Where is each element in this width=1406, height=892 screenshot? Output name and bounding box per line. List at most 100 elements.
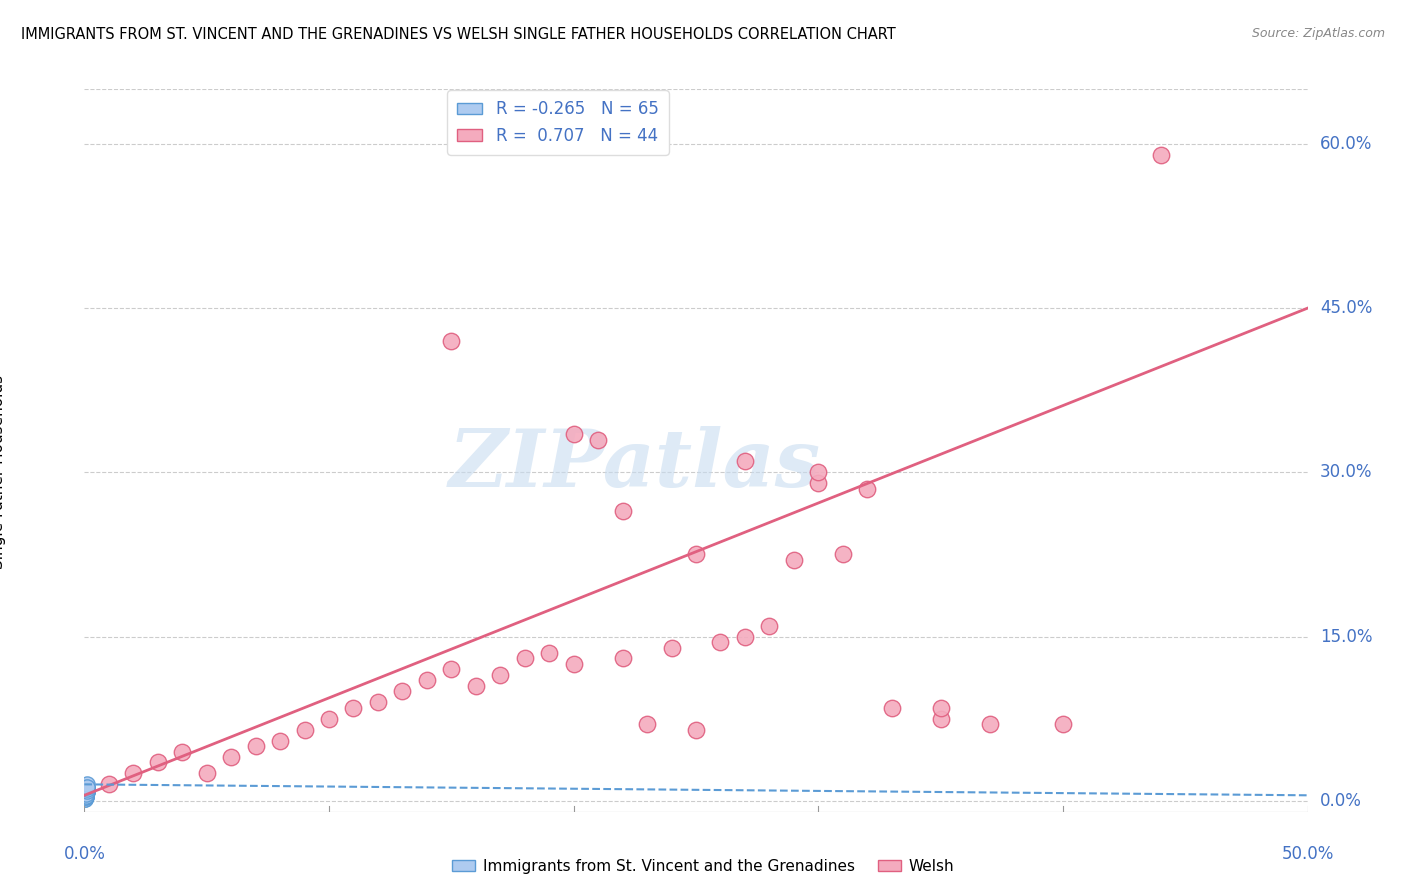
Point [464,679,486,693]
Point [929,712,952,726]
Point [75,781,97,796]
Point [73,790,96,805]
Text: 0.0%: 0.0% [63,845,105,863]
Point [75,784,97,798]
Point [586,433,609,447]
Point [562,657,585,671]
Point [75,790,97,805]
Point [489,668,512,682]
Point [75,786,97,800]
Point [73,789,96,804]
Point [1150,148,1173,162]
Point [75,780,97,795]
Point [75,789,97,803]
Point [75,784,97,798]
Point [73,790,96,805]
Point [75,789,97,803]
Point [76,781,98,796]
Point [75,789,97,804]
Point [73,791,96,805]
Point [367,695,389,709]
Point [75,785,97,799]
Point [73,791,96,805]
Point [709,635,731,649]
Point [75,789,97,803]
Point [75,789,97,803]
Text: 15.0%: 15.0% [1320,628,1372,646]
Point [562,427,585,442]
Point [75,785,97,799]
Point [75,789,97,804]
Text: 60.0%: 60.0% [1320,135,1372,153]
Text: 50.0%: 50.0% [1281,845,1334,863]
Point [73,790,96,805]
Point [245,739,267,753]
Text: Single Father Households: Single Father Households [0,376,6,569]
Legend: Immigrants from St. Vincent and the Grenadines, Welsh: Immigrants from St. Vincent and the Gren… [446,853,960,880]
Point [685,723,707,737]
Point [269,733,291,747]
Text: 30.0%: 30.0% [1320,463,1372,482]
Point [76,782,98,797]
Point [76,784,98,798]
Point [75,786,97,800]
Point [538,646,561,660]
Point [75,780,97,795]
Point [75,782,97,797]
Point [75,784,97,798]
Point [75,787,97,801]
Point [76,782,98,797]
Point [342,700,364,714]
Point [783,553,806,567]
Point [195,766,218,780]
Point [75,787,97,801]
Point [97,777,120,791]
Text: ZIPatlas: ZIPatlas [449,426,821,504]
Point [734,630,756,644]
Text: 0.0%: 0.0% [1320,792,1361,810]
Point [75,787,97,801]
Point [1052,717,1074,731]
Point [76,784,98,798]
Point [880,700,903,714]
Point [146,756,169,770]
Text: 45.0%: 45.0% [1320,299,1372,318]
Point [856,482,879,496]
Point [685,548,707,562]
Point [75,790,97,805]
Point [75,780,97,794]
Point [75,781,97,796]
Point [76,777,98,791]
Point [76,782,98,797]
Point [75,789,97,803]
Point [440,334,463,348]
Point [807,466,830,480]
Point [75,789,97,804]
Point [75,782,97,797]
Point [75,786,97,800]
Point [73,789,96,804]
Point [75,785,97,799]
Point [734,454,756,468]
Point [76,782,98,797]
Point [513,651,536,665]
Point [75,787,97,801]
Point [75,789,97,803]
Point [122,766,145,780]
Point [75,780,97,794]
Point [75,787,97,801]
Point [75,789,97,803]
Point [76,780,98,794]
Point [75,789,97,804]
Point [318,712,340,726]
Point [76,784,98,798]
Legend: R = -0.265   N = 65, R =  0.707   N = 44: R = -0.265 N = 65, R = 0.707 N = 44 [447,90,669,154]
Point [76,780,98,795]
Text: Source: ZipAtlas.com: Source: ZipAtlas.com [1251,27,1385,40]
Point [661,640,683,655]
Point [75,781,97,796]
Point [219,750,242,764]
Point [75,781,97,796]
Point [75,782,97,797]
Point [76,785,98,799]
